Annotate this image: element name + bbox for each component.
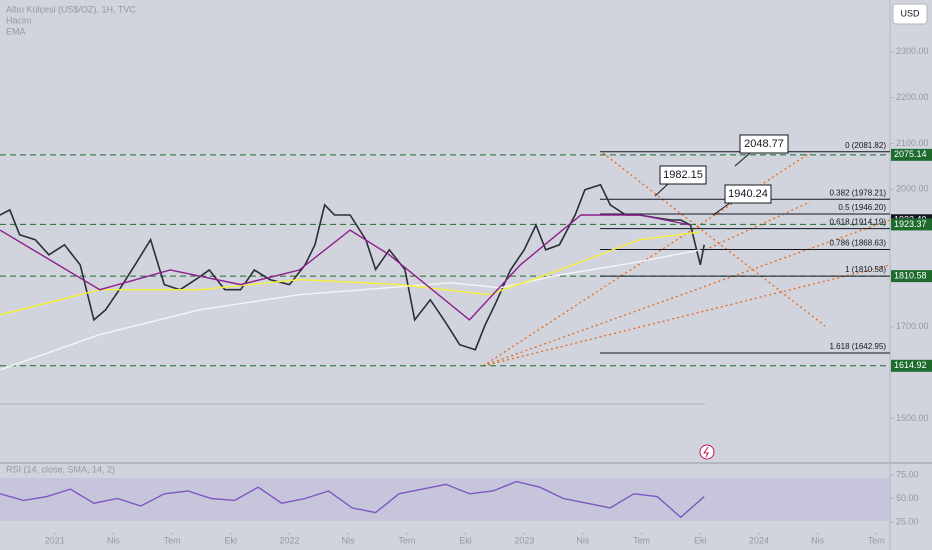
- series-line: [0, 183, 705, 351]
- y-tick-label: 25.00: [896, 516, 919, 526]
- x-tick-label: Eki: [459, 535, 472, 545]
- x-tick-label: Tem: [164, 535, 181, 545]
- indicator-label: Hacim: [6, 15, 32, 25]
- fib-label: 1.618 (1642.95): [830, 342, 887, 351]
- x-tick-label: Nis: [576, 535, 589, 545]
- y-tick-label: 50.00: [896, 493, 919, 503]
- x-tick-label: 2021: [45, 535, 65, 545]
- level-label: 1923.37: [894, 219, 927, 229]
- series-line: [0, 249, 701, 371]
- event-icon[interactable]: [699, 444, 715, 460]
- fib-label: 0.5 (1946.20): [838, 203, 886, 212]
- series-line: [0, 231, 701, 316]
- level-tag: [891, 148, 932, 161]
- currency-button[interactable]: [892, 3, 928, 25]
- callout-box: [659, 165, 707, 185]
- event-bolt: [703, 446, 709, 458]
- x-tick-label: 2022: [279, 535, 299, 545]
- x-tick-label: 2023: [514, 535, 534, 545]
- level-tag: [891, 218, 932, 231]
- rsi-title: RSI (14, close, SMA, 14, 2): [6, 464, 115, 474]
- x-tick-label: Nis: [107, 535, 120, 545]
- chart-title: Altın Külçesi (US$/OZ), 1H, TVC: [6, 4, 136, 14]
- y-tick-label: 2100.00: [896, 138, 929, 148]
- annotations: 2048.77 1982.15 1940.24: [654, 134, 789, 216]
- x-tick-label: Tem: [398, 535, 415, 545]
- x-tick-label: Tem: [868, 535, 885, 545]
- price-pane: [0, 0, 890, 462]
- level-label: 1810.58: [894, 270, 927, 280]
- y-tick-label: 2300.00: [896, 46, 929, 56]
- level-tag: [891, 270, 932, 283]
- callout-pointer: [712, 202, 731, 216]
- y-tick-label: 1700.00: [896, 321, 929, 331]
- fib-label: 0.618 (1914.19): [830, 218, 887, 227]
- callout-pointer: [734, 152, 751, 167]
- indicator-label: EMA: [6, 26, 26, 36]
- x-tick-label: Eki: [694, 535, 707, 545]
- callout-text: 1982.15: [663, 169, 703, 181]
- y-tick-label: 2000.00: [896, 184, 929, 194]
- callout-text: 1940.24: [728, 188, 768, 200]
- y-tick-label: 1500.00: [896, 413, 929, 423]
- level-label: 1614.92: [894, 360, 927, 370]
- currency-label[interactable]: USD: [900, 8, 920, 18]
- fib-label: 1 (1810.58): [845, 265, 886, 274]
- level-label: 2075.14: [894, 149, 927, 159]
- x-tick-label: 2024: [749, 535, 769, 545]
- fib-label: 0.382 (1978.21): [830, 188, 887, 197]
- series-line: [0, 214, 691, 321]
- callout-box: [739, 134, 789, 154]
- x-tick-label: Nis: [811, 535, 824, 545]
- callout-text: 2048.77: [744, 138, 784, 150]
- y-tick-label: 75.00: [896, 469, 919, 479]
- x-tick-label: Nis: [342, 535, 355, 545]
- x-tick-label: Eki: [225, 535, 238, 545]
- series-line: [0, 480, 705, 519]
- callout-box: [724, 184, 772, 204]
- callout-pointer: [654, 183, 669, 197]
- x-tick-label: Tem: [633, 535, 650, 545]
- level-tag: [891, 359, 932, 372]
- fib-label: 0 (2081.82): [845, 141, 886, 150]
- fib-label: 0.786 (1868.63): [830, 239, 887, 248]
- y-tick-label: 2200.00: [896, 92, 929, 102]
